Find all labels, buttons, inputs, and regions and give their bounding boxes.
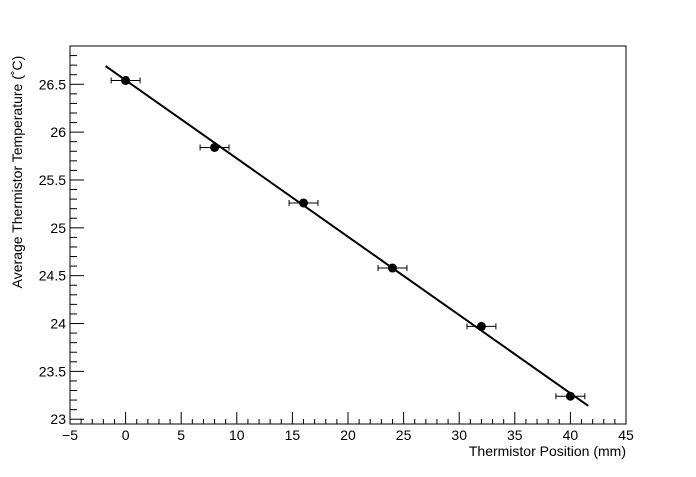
x-tick-label: 20 [340, 427, 356, 443]
y-tick-label: 24 [50, 316, 66, 332]
fit-line-group [105, 65, 589, 407]
data-point [387, 263, 397, 273]
y-axis-ticks: 23 23.5 24 24.5 25 25.5 26 26.5 [39, 76, 84, 427]
data-point [565, 391, 575, 401]
data-point [299, 198, 309, 208]
data-point [210, 142, 220, 152]
x-tick-label: −5 [62, 427, 78, 443]
fit-line [105, 65, 589, 407]
x-tick-label: 40 [563, 427, 579, 443]
minor-ticks [70, 45, 616, 424]
y-tick-label: 25.5 [39, 172, 66, 188]
x-axis-ticks: −5 0 5 10 15 20 25 30 35 40 45 [62, 412, 634, 443]
y-tick-label: 23 [50, 411, 66, 427]
plot-frame [69, 45, 627, 425]
data-point [121, 75, 131, 85]
x-tick-label: 10 [229, 427, 245, 443]
x-tick-label: 0 [122, 427, 130, 443]
y-tick-label: 24.5 [39, 268, 66, 284]
y-tick-label: 25 [50, 220, 66, 236]
y-tick-label: 26 [50, 124, 66, 140]
x-tick-label: 30 [451, 427, 467, 443]
y-axis-label: Average Thermistor Temperature (˚C) [9, 56, 25, 289]
x-axis-label: Thermistor Position (mm) [469, 443, 626, 459]
data-points [110, 75, 586, 401]
x-tick-label: 15 [285, 427, 301, 443]
y-tick-label: 23.5 [39, 363, 66, 379]
x-tick-label: 5 [177, 427, 185, 443]
x-tick-label: 35 [507, 427, 523, 443]
y-tick-label: 26.5 [39, 76, 66, 92]
x-tick-label: 45 [618, 427, 634, 443]
x-tick-label: 25 [396, 427, 412, 443]
data-point [476, 321, 486, 331]
